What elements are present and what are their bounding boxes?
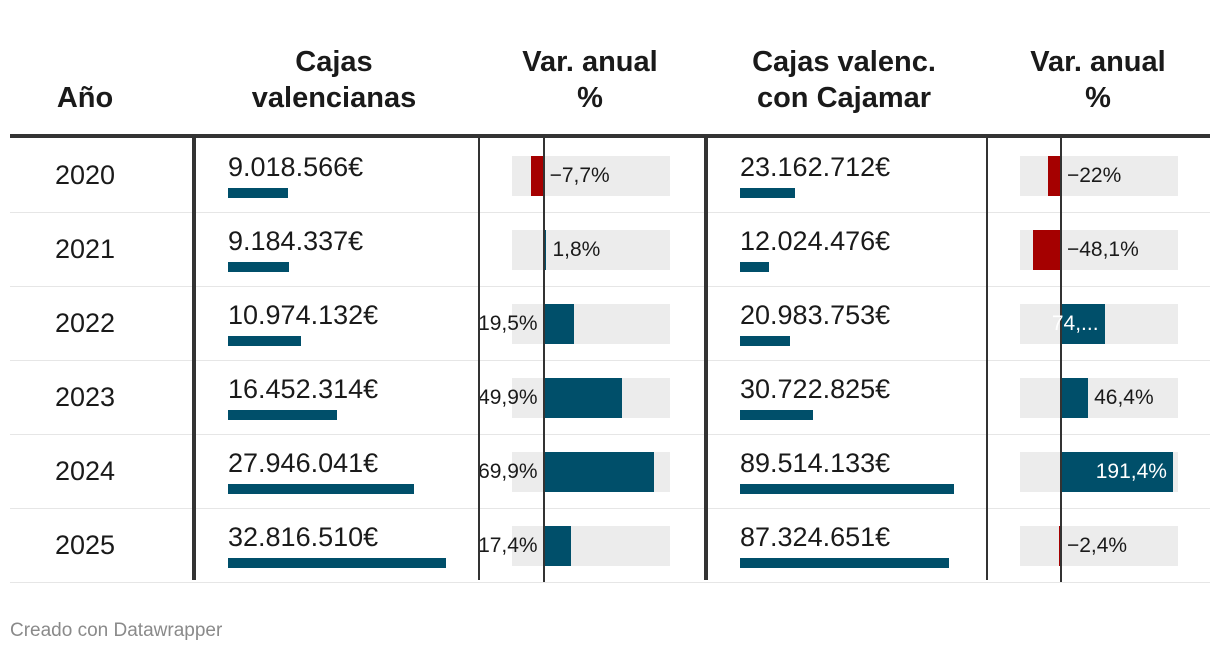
cajas-cajamar-value: 23.162.712€ [740, 152, 891, 182]
var1-bar [543, 230, 547, 270]
var1-bar [543, 378, 623, 418]
var1-label: 19,5% [478, 312, 538, 335]
var1-label: −7,7% [549, 164, 610, 187]
data-table: Año Cajas valencianas Var. anual % Cajas… [10, 0, 1210, 583]
year-cell: 2025 [54, 530, 116, 560]
cajas-cajamar-bar [740, 484, 954, 494]
header-cajas-line-1: Cajas [295, 46, 373, 78]
cajas-cajamar-bar [740, 188, 795, 198]
cajas-cajamar-value: 89.514.133€ [740, 448, 891, 478]
cajas-valencianas-value: 27.946.041€ [228, 448, 379, 478]
var2-zero-line [1059, 212, 1062, 286]
table-row: 2022 10.974.132€ 20.983.753€ 19,5% 74,... [10, 286, 1210, 361]
cajas-cajamar-bar [740, 410, 813, 420]
var1-track [512, 526, 670, 566]
cajas-valencianas-value: 16.452.314€ [228, 374, 379, 404]
var1-label: 49,9% [478, 386, 538, 409]
table-header: Año Cajas valencianas Var. anual % Cajas… [10, 0, 1210, 138]
cajas-cajamar-bar [740, 558, 949, 568]
cajas-cajamar-value: 20.983.753€ [740, 300, 891, 330]
header-var1-line-2: % [577, 82, 603, 114]
header-year-label: Año [56, 82, 114, 114]
header-var-anual-2: Var. anual % [988, 44, 1208, 116]
var2-label: 74,... [1051, 312, 1099, 335]
table-row: 2024 27.946.041€ 89.514.133€ 69,9% 191,4% [10, 434, 1210, 509]
var1-label: 1,8% [552, 238, 601, 261]
var1-track [512, 230, 670, 270]
table-row: 2023 16.452.314€ 30.722.825€ 49,9% 46,4% [10, 360, 1210, 435]
var2-track [1020, 378, 1178, 418]
var2-label: −2,4% [1066, 534, 1128, 557]
cajas-valencianas-bar [228, 558, 446, 568]
cajas-valencianas-bar [228, 336, 301, 346]
cajas-valencianas-value: 10.974.132€ [228, 300, 379, 330]
column-divider-var1 [478, 138, 480, 580]
cajas-valencianas-value: 9.018.566€ [228, 152, 364, 182]
var2-bar [1060, 378, 1089, 418]
var1-label: 17,4% [478, 534, 538, 557]
var2-label: 46,4% [1094, 386, 1154, 409]
table-row: 2025 32.816.510€ 87.324.651€ 17,4% −2,4% [10, 508, 1210, 583]
header-var-anual-1: Var. anual % [480, 44, 700, 116]
table-row: 2021 9.184.337€ 12.024.476€ 1,8% −48,1% [10, 212, 1210, 287]
cajas-valencianas-bar [228, 410, 337, 420]
column-divider-cajas [192, 138, 196, 580]
var2-bar [1060, 304, 1105, 344]
var1-zero-line [542, 508, 545, 582]
header-cajamar-line-1: Cajas valenc. [752, 46, 936, 78]
cajas-cajamar-value: 87.324.651€ [740, 522, 891, 552]
var2-label: −48,1% [1066, 238, 1139, 261]
cajas-valencianas-bar [228, 484, 414, 494]
header-var2-line-1: Var. anual [1030, 46, 1166, 78]
var2-bar [1048, 156, 1061, 196]
var2-bar [1032, 230, 1061, 270]
column-divider-var2 [986, 138, 988, 580]
var1-bar [543, 304, 575, 344]
header-rule [10, 134, 1210, 138]
var2-zero-line [1059, 360, 1062, 434]
var2-zero-line [1059, 286, 1062, 360]
column-divider-cajamar [704, 138, 708, 580]
var2-zero-line [1059, 138, 1062, 212]
header-var2-line-2: % [1085, 82, 1111, 114]
var2-zero-line [1059, 434, 1062, 508]
cajas-cajamar-value: 12.024.476€ [740, 226, 891, 256]
var2-zero-line [1059, 508, 1062, 582]
cajas-valencianas-value: 9.184.337€ [228, 226, 364, 256]
header-year: Año [10, 80, 160, 116]
var1-zero-line [542, 360, 545, 434]
table-row: 2020 9.018.566€ 23.162.712€ −7,7% −22% [10, 138, 1210, 213]
cajas-cajamar-value: 30.722.825€ [740, 374, 891, 404]
var1-bar [531, 156, 544, 196]
header-var1-line-1: Var. anual [522, 46, 658, 78]
var1-label: 69,9% [478, 460, 538, 483]
year-cell: 2020 [54, 160, 116, 190]
var1-zero-line [542, 212, 545, 286]
cajas-cajamar-bar [740, 336, 790, 346]
cajas-cajamar-bar [740, 262, 769, 272]
header-cajas-line-2: valencianas [251, 82, 417, 114]
var2-label: −22% [1066, 164, 1122, 187]
var2-label: 191,4% [1095, 460, 1167, 483]
cajas-valencianas-bar [228, 188, 288, 198]
year-cell: 2021 [54, 234, 116, 264]
var2-track [1020, 526, 1178, 566]
var1-bar [543, 526, 572, 566]
var1-zero-line [542, 138, 545, 212]
year-cell: 2022 [54, 308, 116, 338]
var1-zero-line [542, 434, 545, 508]
footer-credit: Creado con Datawrapper [10, 620, 223, 641]
var2-bar [1060, 452, 1173, 492]
year-cell: 2024 [54, 456, 116, 486]
var1-bar [543, 452, 655, 492]
var2-track [1020, 156, 1178, 196]
cajas-valencianas-bar [228, 262, 289, 272]
var1-zero-line [542, 286, 545, 360]
var1-track [512, 304, 670, 344]
cajas-valencianas-value: 32.816.510€ [228, 522, 379, 552]
header-cajamar-line-2: con Cajamar [756, 82, 932, 114]
year-cell: 2023 [54, 382, 116, 412]
header-cajas-valencianas: Cajas valencianas [194, 44, 474, 116]
header-cajas-cajamar: Cajas valenc. con Cajamar [710, 44, 978, 116]
